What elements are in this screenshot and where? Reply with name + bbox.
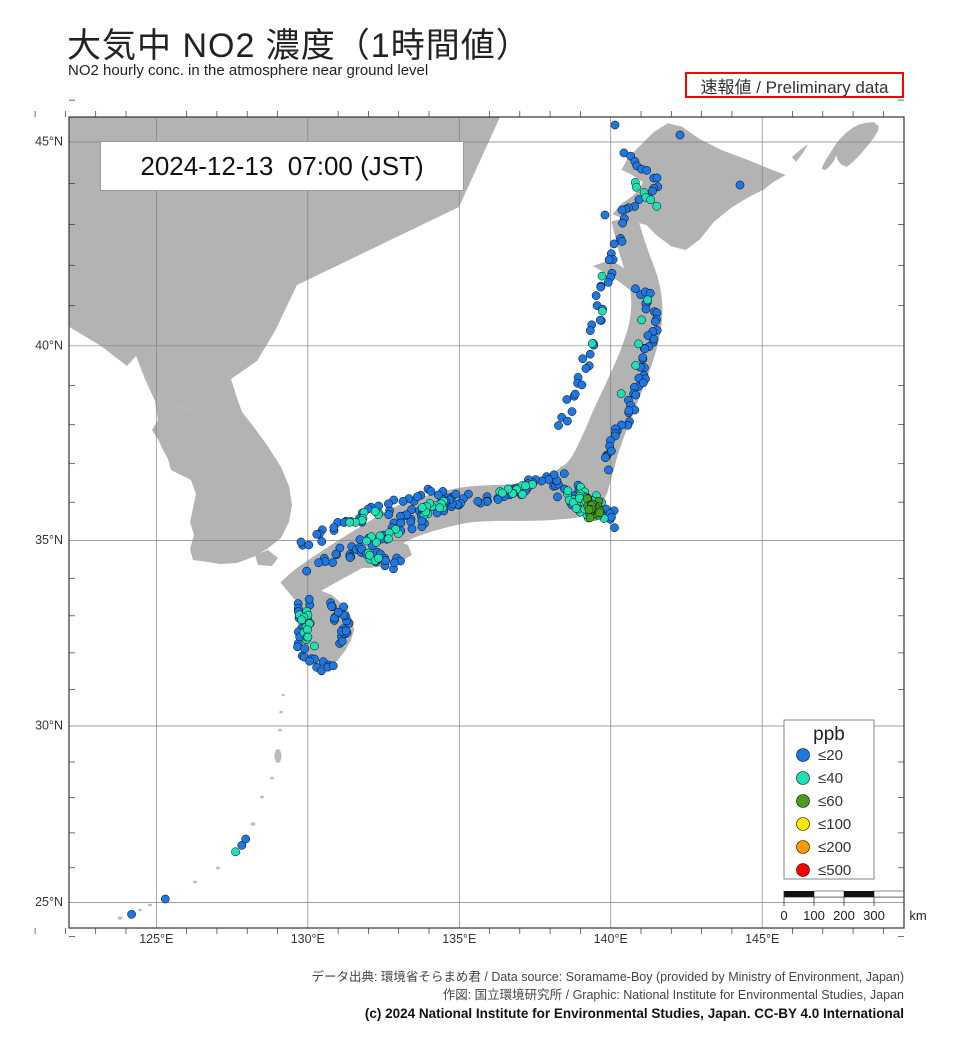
svg-text:125°E: 125°E bbox=[139, 932, 173, 946]
svg-text:145°E: 145°E bbox=[745, 932, 779, 946]
svg-text:135°E: 135°E bbox=[442, 932, 476, 946]
svg-text:140°E: 140°E bbox=[594, 932, 628, 946]
svg-text:30°N: 30°N bbox=[35, 719, 63, 733]
svg-text:0: 0 bbox=[780, 908, 787, 923]
svg-text:40°N: 40°N bbox=[35, 338, 63, 352]
svg-text:300: 300 bbox=[863, 908, 885, 923]
svg-text:ppb: ppb bbox=[813, 724, 845, 745]
svg-text:≤40: ≤40 bbox=[818, 770, 843, 787]
svg-text:130°E: 130°E bbox=[291, 932, 325, 946]
svg-text:≤20: ≤20 bbox=[818, 747, 843, 764]
svg-text:25°N: 25°N bbox=[35, 895, 63, 909]
svg-text:45°N: 45°N bbox=[35, 135, 63, 149]
svg-text:35°N: 35°N bbox=[35, 533, 63, 547]
svg-text:≤200: ≤200 bbox=[818, 839, 851, 856]
svg-text:100: 100 bbox=[803, 908, 825, 923]
svg-text:km: km bbox=[909, 908, 926, 923]
svg-text:200: 200 bbox=[833, 908, 855, 923]
svg-text:≤60: ≤60 bbox=[818, 793, 843, 810]
svg-text:≤500: ≤500 bbox=[818, 862, 851, 879]
svg-text:≤100: ≤100 bbox=[818, 816, 851, 833]
